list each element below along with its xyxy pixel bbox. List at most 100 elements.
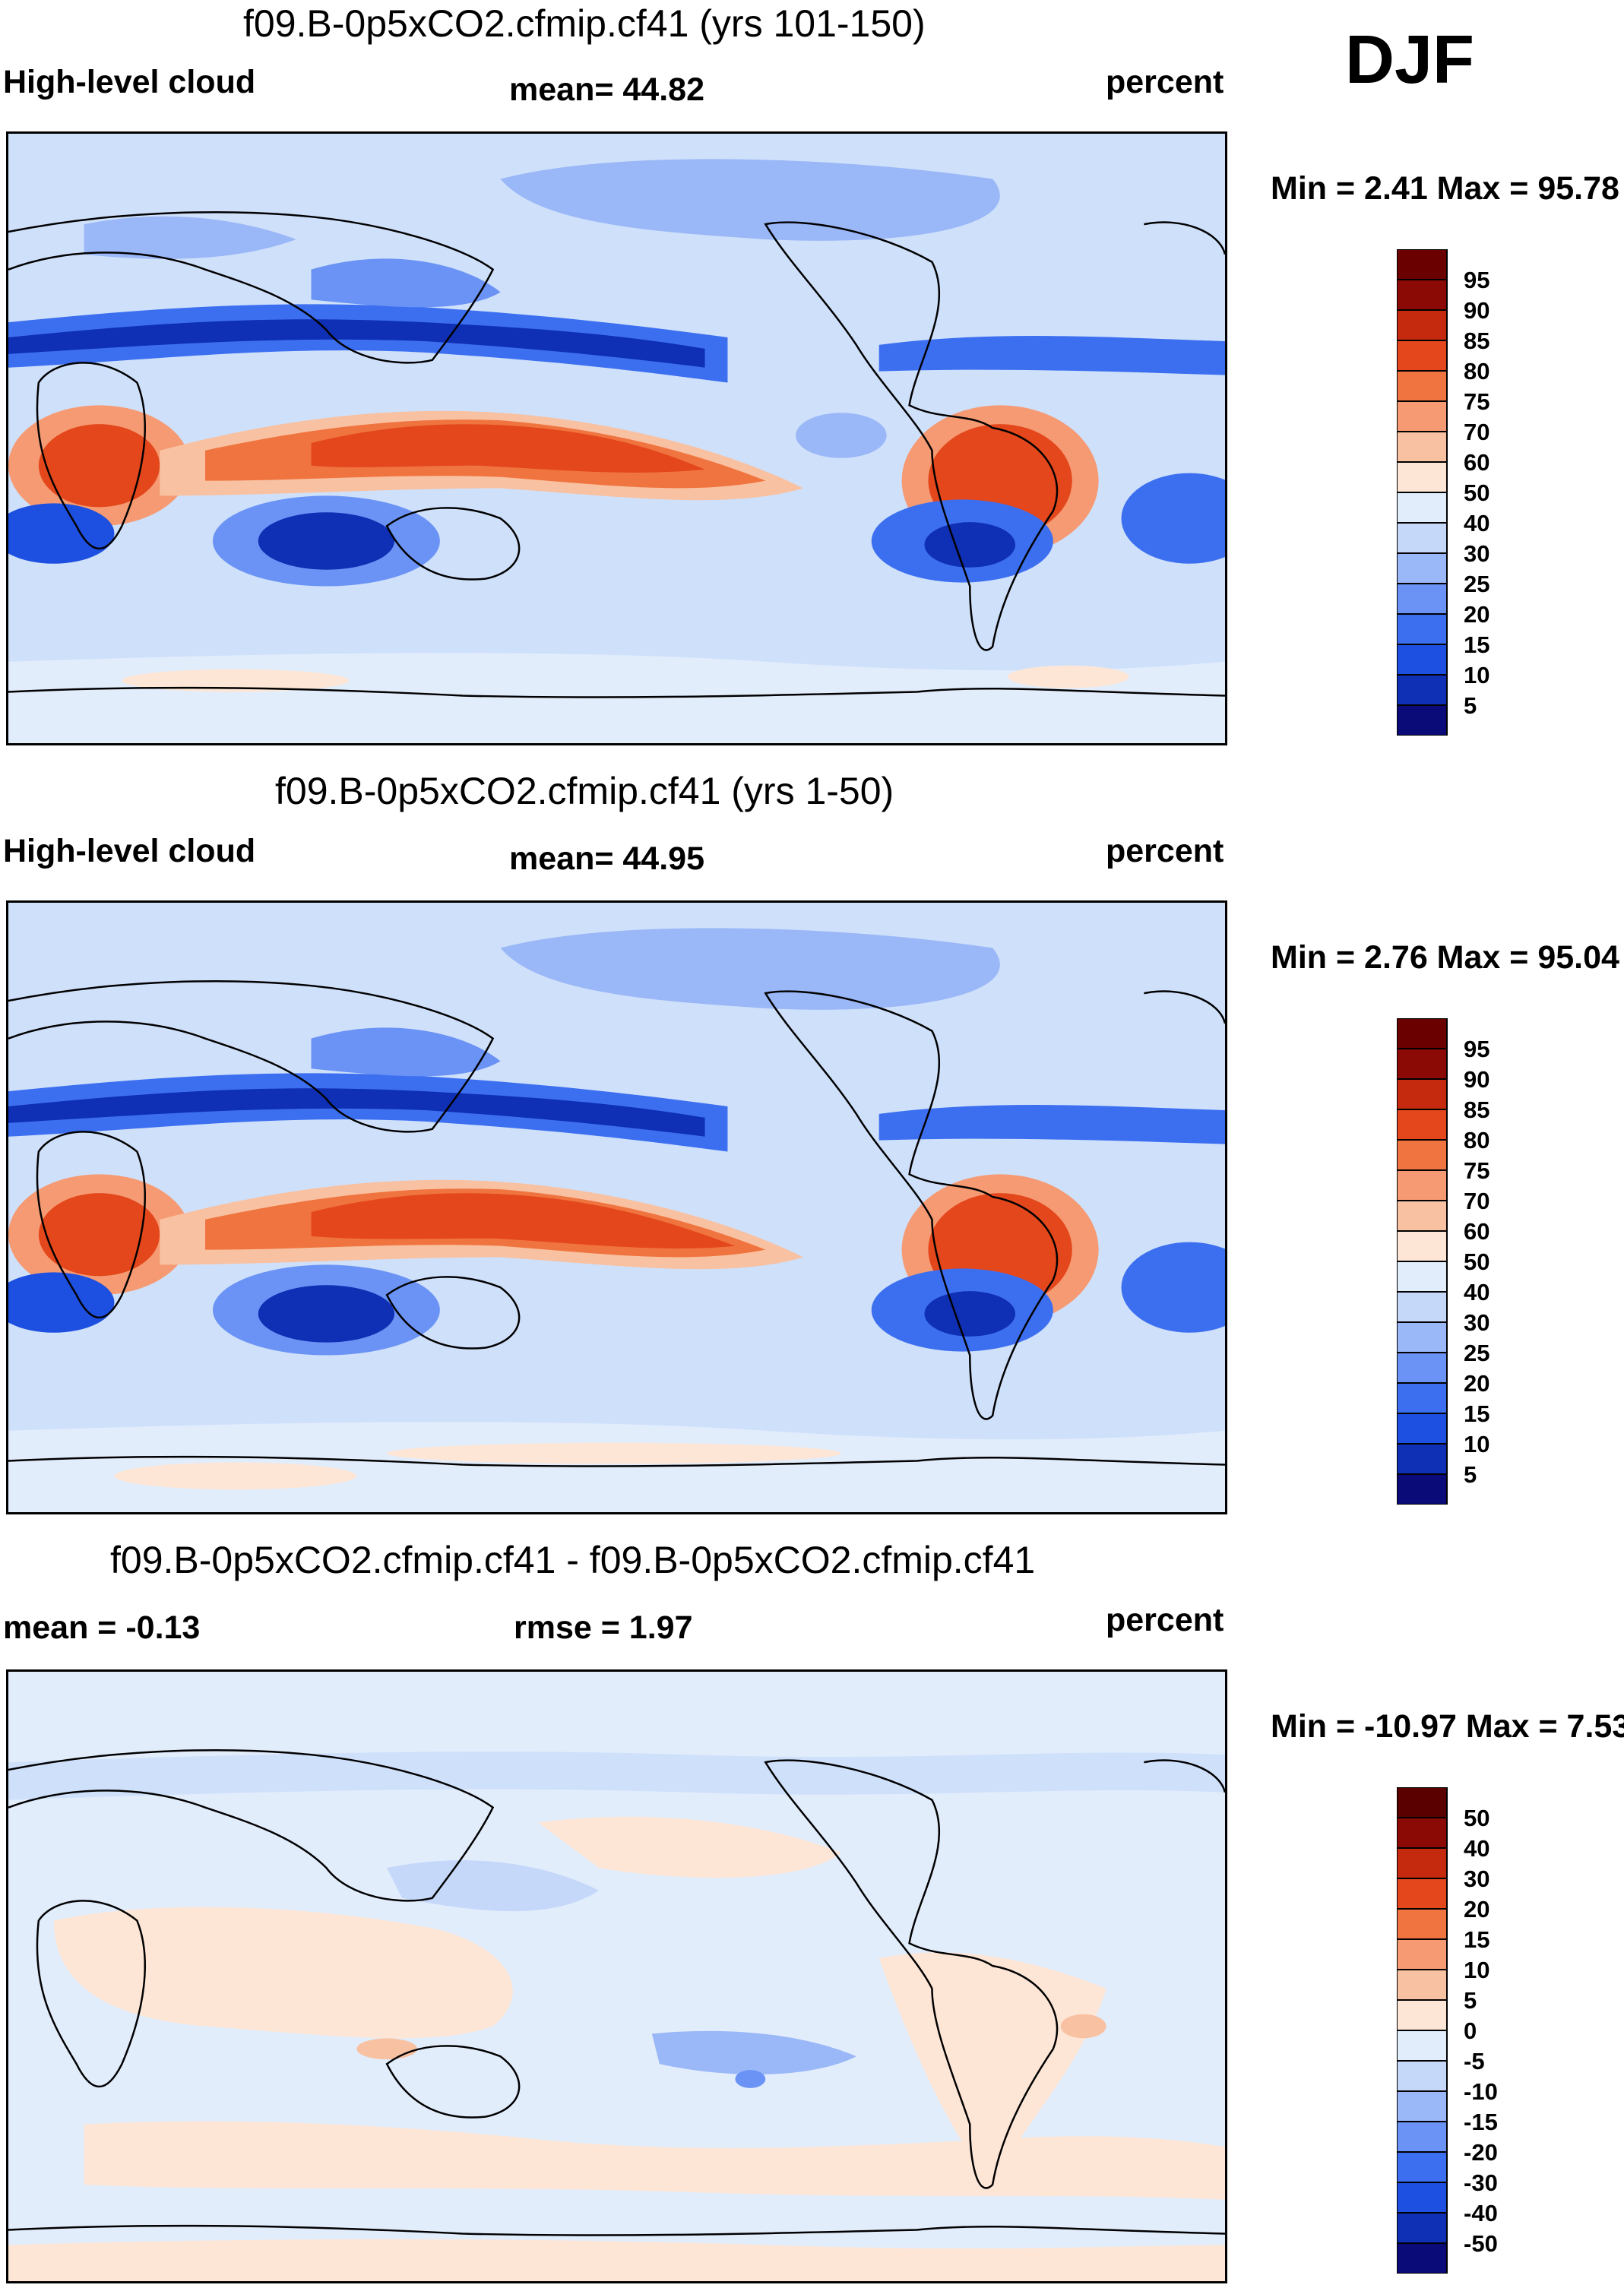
colorbar-tick-label: 75	[1464, 1157, 1489, 1184]
colorbar-tick-label: 90	[1464, 297, 1489, 324]
panel-center-label: rmse = 1.97	[514, 1609, 693, 1646]
colorbar-swatch	[1397, 674, 1448, 706]
panel-title: f09.B-0p5xCO2.cfmip.cf41 (yrs 1-50)	[275, 770, 894, 812]
colorbar-tick-label: 95	[1464, 1036, 1489, 1062]
panel-left-label: High-level cloud	[3, 64, 256, 100]
colorbar-swatch	[1397, 279, 1448, 311]
colorbar-swatch	[1397, 522, 1448, 554]
contour-map	[6, 900, 1227, 1514]
colorbar-tick-label: 70	[1464, 1188, 1489, 1214]
colorbar-tick-label: 15	[1464, 1926, 1489, 1953]
map-canvas	[8, 903, 1225, 1512]
colorbar: -50 -40 -30 -20 -15 -10 -5 0 5 10 15 20 30 40 50	[1397, 1787, 1503, 2274]
colorbar-swatch	[1397, 492, 1448, 524]
colorbar-tick-label: 20	[1464, 1896, 1489, 1922]
panel-title: f09.B-0p5xCO2.cfmip.cf41 (yrs 101-150)	[243, 2, 926, 45]
panel-right-label: percent	[1106, 1602, 1224, 1638]
colorbar-swatch	[1397, 1321, 1448, 1353]
colorbar-tick-label: 85	[1464, 1097, 1489, 1123]
colorbar-tick-label: 25	[1464, 1340, 1489, 1366]
colorbar-swatch	[1397, 1938, 1448, 1970]
colorbar-swatch	[1397, 370, 1448, 402]
panel-center-label: mean= 44.82	[509, 71, 704, 108]
colorbar-tick-label: -40	[1464, 2200, 1498, 2226]
colorbar-swatch	[1397, 1999, 1448, 2031]
minmax-label: Min = -10.97 Max = 7.53	[1271, 1708, 1624, 1745]
colorbar-swatch	[1397, 461, 1448, 493]
colorbar-tick-label: 20	[1464, 1370, 1489, 1397]
colorbar-svg: 5 10 15 20 25 30 40 50 60 70 75 80 85 90 95	[1397, 249, 1489, 736]
colorbar-tick-label: 5	[1464, 1987, 1477, 2014]
colorbar-swatch	[1397, 1261, 1448, 1293]
colorbar-tick-label: -15	[1464, 2109, 1498, 2135]
colorbar-swatch	[1397, 1109, 1448, 1141]
colorbar-tick-label: 30	[1464, 1866, 1489, 1892]
colorbar-tick-label: -50	[1464, 2230, 1498, 2257]
colorbar-tick-label: -20	[1464, 2139, 1498, 2166]
colorbar-tick-label: 5	[1464, 1461, 1477, 1488]
colorbar-swatch	[1397, 309, 1448, 341]
colorbar-tick-label: 20	[1464, 601, 1489, 628]
colorbar-swatch	[1397, 1473, 1448, 1505]
colorbar-tick-label: 25	[1464, 571, 1489, 597]
colorbar-swatch	[1397, 1413, 1448, 1445]
colorbar-swatch	[1397, 1787, 1448, 1818]
colorbar-swatch	[1397, 1291, 1448, 1323]
colorbar-swatch	[1397, 704, 1448, 736]
minmax-label: Min = 2.76 Max = 95.04	[1271, 939, 1619, 976]
minmax-label: Min = 2.41 Max = 95.78	[1271, 170, 1619, 207]
panel-title: f09.B-0p5xCO2.cfmip.cf41 - f09.B-0p5xCO2…	[110, 1539, 1036, 1581]
colorbar-swatch	[1397, 1169, 1448, 1201]
colorbar-swatch	[1397, 400, 1448, 432]
contour-map	[6, 131, 1227, 745]
season-label: DJF	[1345, 22, 1475, 98]
colorbar-tick-label: 10	[1464, 662, 1489, 688]
colorbar-swatch	[1397, 2182, 1448, 2214]
colorbar-swatch	[1397, 613, 1448, 645]
colorbar-tick-label: 30	[1464, 1309, 1489, 1336]
colorbar: 5 10 15 20 25 30 40 50 60 70 75 80 85 90 95	[1397, 249, 1503, 736]
colorbar-swatch	[1397, 1139, 1448, 1171]
colorbar-tick-label: 60	[1464, 1218, 1489, 1245]
colorbar-tick-label: -10	[1464, 2078, 1498, 2105]
colorbar: 5 10 15 20 25 30 40 50 60 70 75 80 85 90 95	[1397, 1018, 1503, 1505]
colorbar-tick-label: 85	[1464, 328, 1489, 354]
colorbar-tick-label: 80	[1464, 358, 1489, 384]
colorbar-swatch	[1397, 644, 1448, 676]
colorbar-swatch	[1397, 340, 1448, 372]
colorbar-swatch	[1397, 431, 1448, 463]
colorbar-swatch	[1397, 1048, 1448, 1080]
colorbar-tick-label: 0	[1464, 2017, 1477, 2044]
panel-right-label: percent	[1106, 64, 1224, 100]
colorbar-swatch	[1397, 1078, 1448, 1110]
colorbar-tick-label: -30	[1464, 2169, 1498, 2196]
colorbar-tick-label: 15	[1464, 1400, 1489, 1427]
colorbar-tick-label: 40	[1464, 1279, 1489, 1305]
colorbar-swatch	[1397, 1817, 1448, 1849]
colorbar-swatch	[1397, 1443, 1448, 1475]
colorbar-tick-label: 80	[1464, 1127, 1489, 1153]
colorbar-swatch	[1397, 1200, 1448, 1232]
colorbar-swatch	[1397, 2151, 1448, 2183]
colorbar-tick-label: 40	[1464, 1835, 1489, 1862]
colorbar-tick-label: 70	[1464, 419, 1489, 445]
panel-center-label: mean= 44.95	[509, 840, 704, 877]
colorbar-tick-label: 50	[1464, 1248, 1489, 1275]
colorbar-swatch	[1397, 1382, 1448, 1414]
colorbar-tick-label: 60	[1464, 449, 1489, 476]
colorbar-swatch	[1397, 1908, 1448, 1940]
panel-right-label: percent	[1106, 833, 1224, 869]
colorbar-tick-label: 15	[1464, 631, 1489, 658]
colorbar-swatch	[1397, 583, 1448, 615]
colorbar-swatch	[1397, 1352, 1448, 1384]
colorbar-swatch	[1397, 2030, 1448, 2062]
colorbar-tick-label: 40	[1464, 510, 1489, 536]
colorbar-tick-label: 95	[1464, 267, 1489, 293]
panel-left-label: High-level cloud	[3, 833, 256, 869]
map-canvas	[8, 1672, 1225, 2281]
colorbar-svg: 5 10 15 20 25 30 40 50 60 70 75 80 85 90 95	[1397, 1018, 1489, 1505]
colorbar-swatch	[1397, 2212, 1448, 2244]
colorbar-tick-label: 5	[1464, 692, 1477, 719]
colorbar-swatch	[1397, 2242, 1448, 2274]
